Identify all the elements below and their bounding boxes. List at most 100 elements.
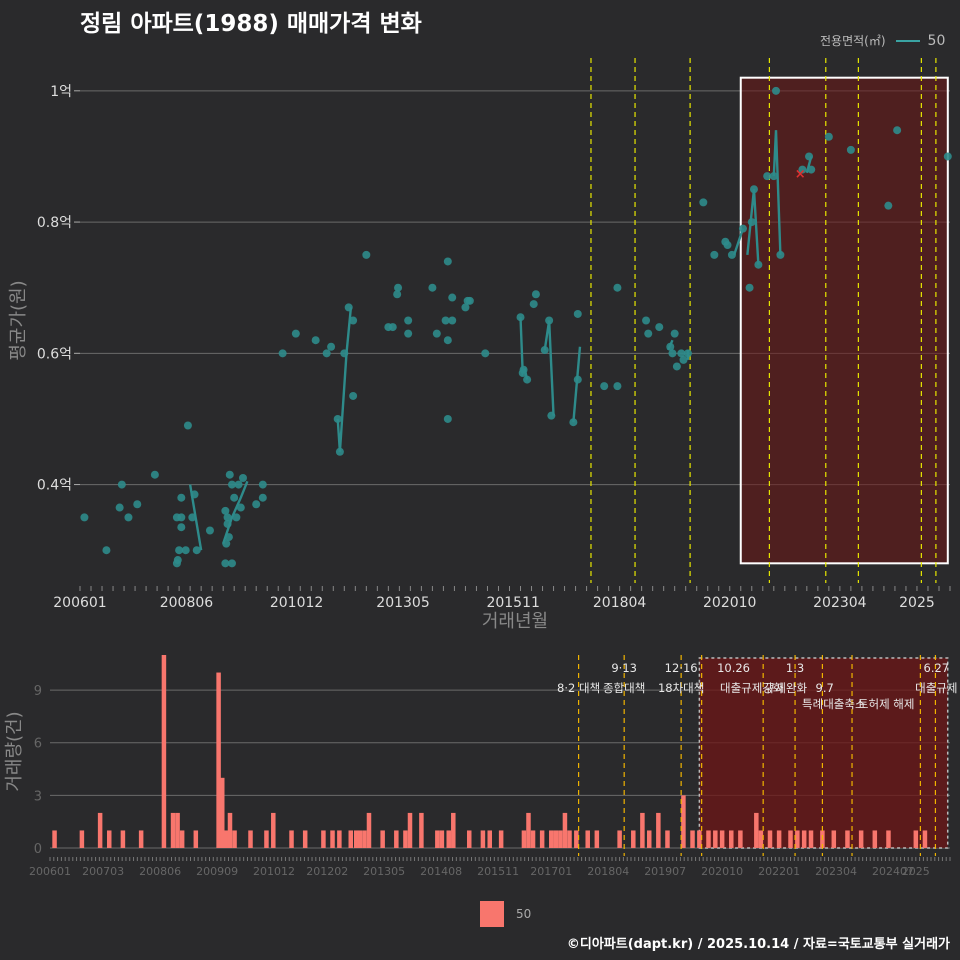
data-point xyxy=(516,313,525,322)
y-tick-label: 0 xyxy=(34,842,42,857)
x-tick-label: 202010 xyxy=(703,595,756,611)
data-point xyxy=(205,526,214,535)
data-point xyxy=(258,493,267,502)
data-point xyxy=(798,165,807,174)
data-point xyxy=(723,241,732,250)
legend-area: 전용면적(㎡) 50 xyxy=(820,32,945,49)
volume-bar xyxy=(738,830,743,848)
volume-bar xyxy=(585,830,590,848)
volume-bar xyxy=(776,830,782,848)
data-point xyxy=(150,470,159,479)
volume-bar xyxy=(913,830,919,848)
data-point xyxy=(278,349,287,358)
data-point xyxy=(666,342,675,351)
volume-bar xyxy=(366,812,372,848)
x-tick-label: 201305 xyxy=(376,595,429,611)
volume-bar xyxy=(223,830,229,848)
volume-bar xyxy=(264,830,269,848)
data-point xyxy=(672,362,681,371)
volume-bar xyxy=(656,812,661,848)
x-tick-label: 201804 xyxy=(587,865,629,878)
volume-bar xyxy=(665,830,670,848)
volume-bar xyxy=(330,830,335,848)
data-point xyxy=(238,474,247,482)
volume-bar xyxy=(175,812,180,848)
x-tick-label: 202010 xyxy=(701,865,743,878)
series-line xyxy=(772,130,782,255)
data-point xyxy=(227,559,236,568)
data-point xyxy=(569,418,578,427)
volume-bar xyxy=(858,830,864,848)
series-line xyxy=(222,480,249,545)
data-point xyxy=(668,349,677,358)
volume-bar xyxy=(845,830,850,848)
volume-bar xyxy=(446,830,451,848)
data-point xyxy=(349,316,358,325)
data-point xyxy=(221,506,230,515)
data-point xyxy=(531,290,540,299)
series-line xyxy=(572,346,582,423)
volume-bar xyxy=(248,830,253,848)
price-chart: 0.4억 0.6억 0.8억 1억 × 200601 200806 201012 201305 2… xyxy=(8,58,952,632)
data-point xyxy=(769,172,778,181)
volume-bar xyxy=(553,830,559,848)
data-point xyxy=(573,375,582,384)
x-tick-label: 201701 xyxy=(530,865,572,878)
data-point xyxy=(846,145,855,154)
x-tick-label: 200806 xyxy=(139,865,181,878)
data-point xyxy=(223,519,232,528)
volume-bar xyxy=(617,830,622,848)
data-point xyxy=(183,421,192,430)
data-point xyxy=(710,250,719,259)
x-tick-label: 201804 xyxy=(593,595,647,611)
data-point xyxy=(448,316,457,325)
volume-bar xyxy=(289,830,294,848)
policy-annotation: 대출규제강화 xyxy=(720,681,784,695)
volume-bar xyxy=(353,830,359,848)
data-point xyxy=(115,503,124,512)
data-point xyxy=(523,375,532,384)
data-point xyxy=(461,303,470,312)
data-point xyxy=(311,336,320,345)
data-point xyxy=(805,152,814,161)
volume-bar xyxy=(788,830,793,848)
volume-bar xyxy=(530,830,536,848)
volume-bar xyxy=(357,830,363,848)
volume-bar xyxy=(321,830,326,848)
data-point xyxy=(747,218,756,227)
volume-bar xyxy=(706,830,711,848)
y-tick-label: 1억 xyxy=(50,84,72,100)
volume-bar xyxy=(439,830,445,848)
data-point xyxy=(388,323,397,332)
volume-bar xyxy=(808,830,814,848)
data-point xyxy=(102,546,111,555)
data-point xyxy=(428,283,437,292)
data-point xyxy=(776,250,785,259)
volume-bar xyxy=(302,830,308,848)
x-tick-label: 200601 xyxy=(53,595,106,611)
data-point xyxy=(670,329,679,338)
data-point xyxy=(177,513,186,522)
volume-bar xyxy=(729,830,734,848)
data-point xyxy=(222,539,231,548)
x-tick-label: 2025 xyxy=(899,595,935,611)
data-point xyxy=(404,316,413,325)
x-tick-label: 201012 xyxy=(253,865,295,878)
data-point xyxy=(443,336,452,345)
volume-bar xyxy=(337,830,342,848)
data-point xyxy=(117,480,126,489)
data-point xyxy=(432,329,441,338)
data-point xyxy=(613,382,622,391)
data-point xyxy=(327,342,336,351)
series-line xyxy=(733,228,745,256)
data-point xyxy=(642,316,651,325)
volume-bar xyxy=(451,812,456,848)
volume-bar xyxy=(558,830,563,848)
data-point xyxy=(677,349,686,358)
volume-bar xyxy=(754,812,759,848)
volume-bar xyxy=(574,830,579,848)
volume-bar xyxy=(407,812,413,848)
volume-bar xyxy=(719,830,725,848)
source-credit: ©디아파트(dapt.kr) / 2025.10.14 / 자료=국토교통부 실… xyxy=(566,937,950,952)
volume-bar xyxy=(394,830,399,848)
